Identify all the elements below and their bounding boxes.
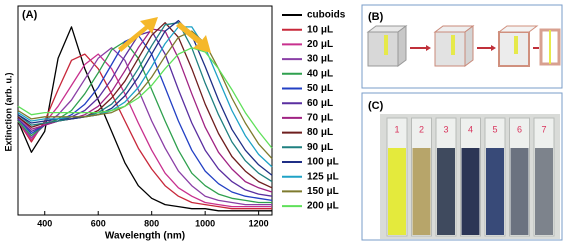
vial-liquid	[535, 148, 553, 235]
vial-liquid	[388, 148, 406, 235]
legend-label: 100 μL	[307, 157, 339, 168]
vial-number: 7	[541, 124, 546, 134]
x-tick-label: 1000	[195, 218, 215, 228]
cube-diagram	[366, 25, 561, 67]
spectrum-line	[17, 26, 273, 168]
spectrum-line	[17, 53, 272, 208]
panel-label: (A)	[22, 9, 38, 21]
legend-label: 200 μL	[307, 201, 339, 212]
vial-number: 6	[517, 124, 522, 134]
spectrum-line	[17, 28, 273, 193]
vial-liquid	[437, 148, 455, 235]
spectrum-line	[17, 47, 273, 149]
vial-number: 1	[394, 124, 399, 134]
spectrum-line	[17, 30, 273, 160]
x-axis-label: Wavelength (nm)	[105, 231, 185, 242]
spectrum-line	[17, 40, 272, 204]
spectrum-line	[17, 22, 273, 183]
arrow	[176, 22, 211, 53]
x-tick-label: 400	[37, 218, 52, 228]
legend-label: 90 μL	[307, 142, 333, 153]
legend-label: 40 μL	[307, 68, 333, 79]
legend-label: 70 μL	[307, 113, 333, 124]
legend-label: 50 μL	[307, 83, 333, 94]
legend-label: 10 μL	[307, 24, 333, 35]
vial-liquid	[510, 148, 529, 235]
y-axis-label: Extinction (arb. u.)	[3, 72, 13, 151]
legend-label: 80 μL	[307, 127, 333, 138]
legend-label: 125 μL	[307, 171, 339, 182]
vial-number: 3	[443, 124, 448, 134]
legend-label: 30 μL	[307, 54, 333, 65]
spectrum-line	[17, 34, 273, 202]
spectrum-line	[17, 53, 272, 210]
vial-number: 4	[468, 124, 473, 134]
panel-label: (C)	[368, 100, 384, 112]
spectrum-line	[17, 26, 272, 212]
panel-label: (B)	[368, 11, 384, 23]
vial-number: 5	[492, 124, 497, 134]
x-tick-label: 800	[144, 218, 159, 228]
arrow	[118, 17, 158, 52]
vial-number: 2	[419, 124, 424, 134]
legend-label: 150 μL	[307, 186, 339, 197]
vials: 1 2 3 4 5 6 7	[386, 117, 555, 237]
vial-liquid	[412, 148, 431, 235]
legend-label: cuboids	[307, 10, 346, 21]
legend-label: 20 μL	[307, 39, 333, 50]
x-tick-label: 1200	[249, 218, 269, 228]
curves	[17, 19, 273, 212]
legend-label: 60 μL	[307, 98, 333, 109]
vial-liquid	[486, 148, 504, 235]
x-tick-label: 600	[91, 218, 106, 228]
vial-liquid	[461, 148, 480, 235]
